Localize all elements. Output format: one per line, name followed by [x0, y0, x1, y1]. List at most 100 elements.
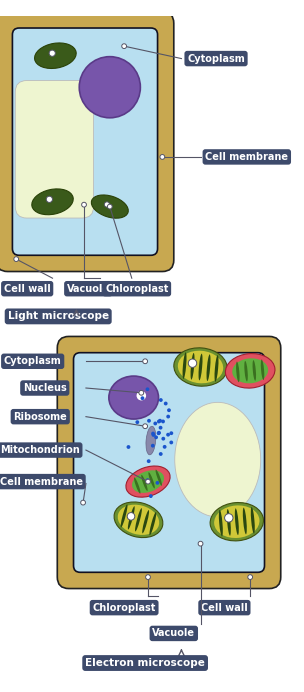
Ellipse shape — [219, 510, 223, 536]
Circle shape — [49, 50, 55, 56]
Ellipse shape — [191, 353, 195, 380]
Ellipse shape — [114, 502, 163, 538]
Circle shape — [149, 494, 153, 498]
FancyBboxPatch shape — [12, 28, 157, 255]
Ellipse shape — [199, 354, 202, 381]
Circle shape — [188, 359, 197, 367]
Circle shape — [104, 202, 109, 207]
Ellipse shape — [236, 362, 240, 382]
Ellipse shape — [118, 504, 159, 535]
Text: Light microscope: Light microscope — [8, 311, 109, 321]
Circle shape — [136, 391, 146, 401]
Ellipse shape — [244, 361, 248, 381]
Circle shape — [157, 419, 161, 424]
Ellipse shape — [141, 475, 148, 491]
Circle shape — [146, 574, 150, 579]
Text: Chloroplast: Chloroplast — [105, 284, 168, 293]
Ellipse shape — [132, 471, 164, 493]
Circle shape — [135, 420, 139, 424]
Text: Cell membrane: Cell membrane — [205, 152, 288, 162]
Circle shape — [81, 500, 85, 505]
Ellipse shape — [128, 507, 135, 529]
Ellipse shape — [92, 195, 128, 218]
Circle shape — [82, 202, 86, 207]
Circle shape — [169, 441, 173, 444]
Ellipse shape — [243, 508, 247, 534]
Ellipse shape — [253, 361, 256, 381]
Circle shape — [163, 445, 167, 448]
Circle shape — [166, 415, 170, 419]
Text: Chloroplast: Chloroplast — [92, 603, 156, 612]
Circle shape — [159, 452, 163, 456]
Ellipse shape — [175, 402, 261, 517]
Circle shape — [160, 154, 165, 159]
Circle shape — [161, 437, 165, 441]
Circle shape — [46, 197, 53, 203]
Text: Electron microscope: Electron microscope — [85, 658, 205, 668]
Text: Cell membrane: Cell membrane — [0, 477, 83, 486]
Circle shape — [140, 397, 144, 400]
FancyBboxPatch shape — [57, 336, 281, 588]
Text: Cell wall: Cell wall — [201, 603, 248, 612]
Text: Nucleus: Nucleus — [23, 383, 67, 393]
Circle shape — [146, 478, 150, 482]
Circle shape — [154, 421, 157, 426]
FancyBboxPatch shape — [0, 12, 174, 271]
Circle shape — [127, 513, 135, 520]
Circle shape — [158, 419, 162, 423]
Text: Vacuole: Vacuole — [67, 284, 110, 293]
Circle shape — [146, 388, 149, 391]
Ellipse shape — [174, 348, 227, 386]
Ellipse shape — [134, 477, 140, 493]
Circle shape — [147, 459, 150, 463]
Circle shape — [107, 204, 112, 209]
Circle shape — [143, 359, 147, 364]
Circle shape — [151, 444, 155, 448]
Circle shape — [169, 431, 173, 435]
Ellipse shape — [183, 352, 187, 379]
Circle shape — [159, 398, 163, 402]
Circle shape — [166, 432, 170, 437]
Ellipse shape — [227, 509, 231, 536]
Ellipse shape — [109, 376, 158, 419]
Circle shape — [164, 401, 168, 406]
Ellipse shape — [32, 189, 73, 215]
Circle shape — [139, 390, 144, 395]
Ellipse shape — [214, 505, 260, 538]
Ellipse shape — [148, 472, 155, 489]
Circle shape — [154, 435, 158, 439]
Text: Cytoplasm: Cytoplasm — [4, 356, 62, 366]
Ellipse shape — [135, 508, 142, 531]
Circle shape — [156, 481, 159, 485]
Circle shape — [198, 541, 203, 546]
Circle shape — [161, 419, 165, 424]
Circle shape — [167, 408, 171, 412]
Circle shape — [157, 431, 161, 435]
Ellipse shape — [215, 355, 219, 382]
Ellipse shape — [261, 359, 264, 380]
Circle shape — [143, 424, 147, 428]
Circle shape — [248, 574, 253, 579]
Ellipse shape — [35, 43, 76, 69]
Ellipse shape — [210, 502, 264, 541]
Text: Vacuole: Vacuole — [152, 628, 195, 639]
Ellipse shape — [232, 358, 268, 383]
Ellipse shape — [235, 509, 239, 535]
Circle shape — [147, 419, 151, 423]
Circle shape — [146, 479, 150, 484]
Circle shape — [151, 432, 155, 435]
Ellipse shape — [156, 470, 162, 486]
Ellipse shape — [225, 354, 275, 388]
FancyBboxPatch shape — [74, 353, 264, 572]
Circle shape — [152, 433, 155, 437]
Circle shape — [126, 445, 130, 449]
Circle shape — [157, 431, 161, 435]
Ellipse shape — [251, 507, 255, 534]
Circle shape — [79, 57, 140, 118]
Ellipse shape — [178, 351, 223, 383]
Ellipse shape — [121, 504, 127, 527]
Text: Cytoplasm: Cytoplasm — [187, 53, 245, 64]
Circle shape — [122, 44, 126, 48]
Text: Mitochondrion: Mitochondrion — [0, 445, 80, 455]
Text: Ribosome: Ribosome — [13, 412, 67, 421]
